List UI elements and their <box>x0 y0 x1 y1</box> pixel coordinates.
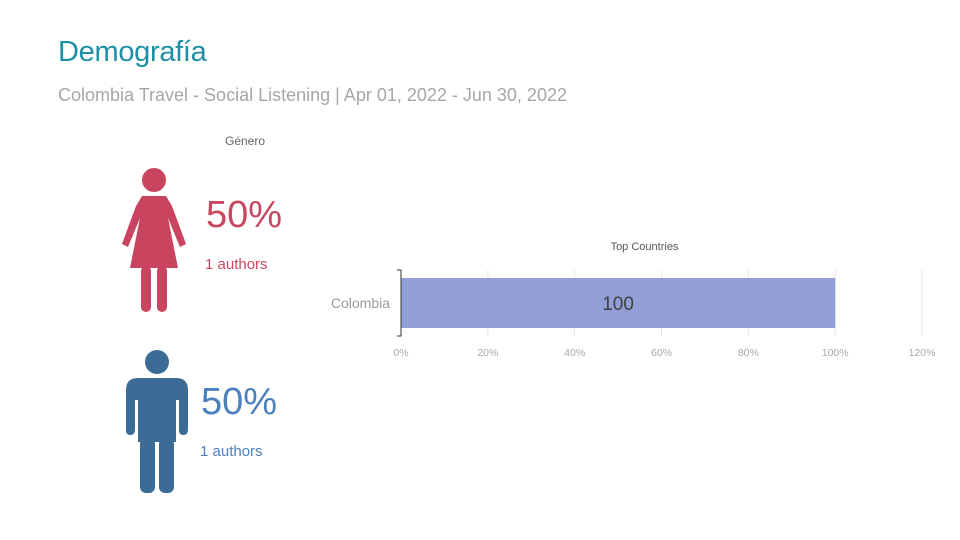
bar <box>401 278 836 328</box>
male-percent: 50% <box>201 381 278 423</box>
male-authors: 1 authors <box>200 443 263 460</box>
x-tick-label: 80% <box>738 347 759 359</box>
gender-heading: Género <box>224 134 266 148</box>
x-tick-label: 60% <box>651 347 672 359</box>
bar-data-label: 100 <box>602 294 634 315</box>
female-person-icon <box>122 168 186 312</box>
x-tick-label: 100% <box>822 347 849 359</box>
page-subtitle: Colombia Travel - Social Listening | Apr… <box>58 85 567 105</box>
y-axis-line <box>397 269 402 337</box>
x-tick-label: 120% <box>909 347 936 359</box>
x-tick-label: 40% <box>564 347 585 359</box>
page-title: Demografía <box>58 36 207 68</box>
x-tick-label: 20% <box>477 347 498 359</box>
y-category-label: Colombia <box>331 295 390 311</box>
female-authors: 1 authors <box>205 256 268 273</box>
female-percent: 50% <box>206 194 283 236</box>
chart-title: Top Countries <box>611 241 679 253</box>
top-countries-chart: Top Countries 0% 20% 40% 60% 80% 100% 120% 100 Co… <box>331 241 936 359</box>
x-tick-label: 0% <box>393 347 408 359</box>
male-person-icon <box>126 350 188 493</box>
